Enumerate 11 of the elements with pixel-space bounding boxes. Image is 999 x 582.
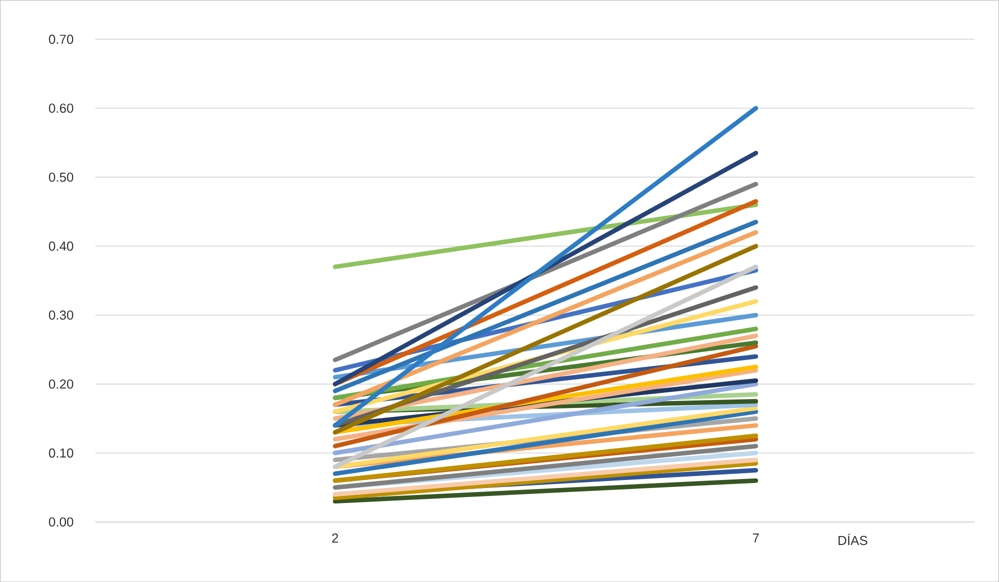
y-tick-label: 0.50 — [48, 172, 74, 182]
y-tick-label: 0.00 — [48, 517, 74, 526]
y-tick-label: 0.70 — [48, 34, 74, 44]
y-tick-label: 0.10 — [48, 448, 74, 458]
x-tick-label: 2 — [332, 533, 338, 542]
y-tick-label: 0.30 — [48, 310, 74, 320]
x-axis-title: DÍAS — [838, 534, 868, 545]
y-tick-label: 0.20 — [48, 379, 74, 389]
x-tick-label: 7 — [752, 533, 759, 542]
y-tick-label: 0.40 — [48, 241, 74, 251]
y-tick-label: 0.60 — [48, 104, 74, 113]
